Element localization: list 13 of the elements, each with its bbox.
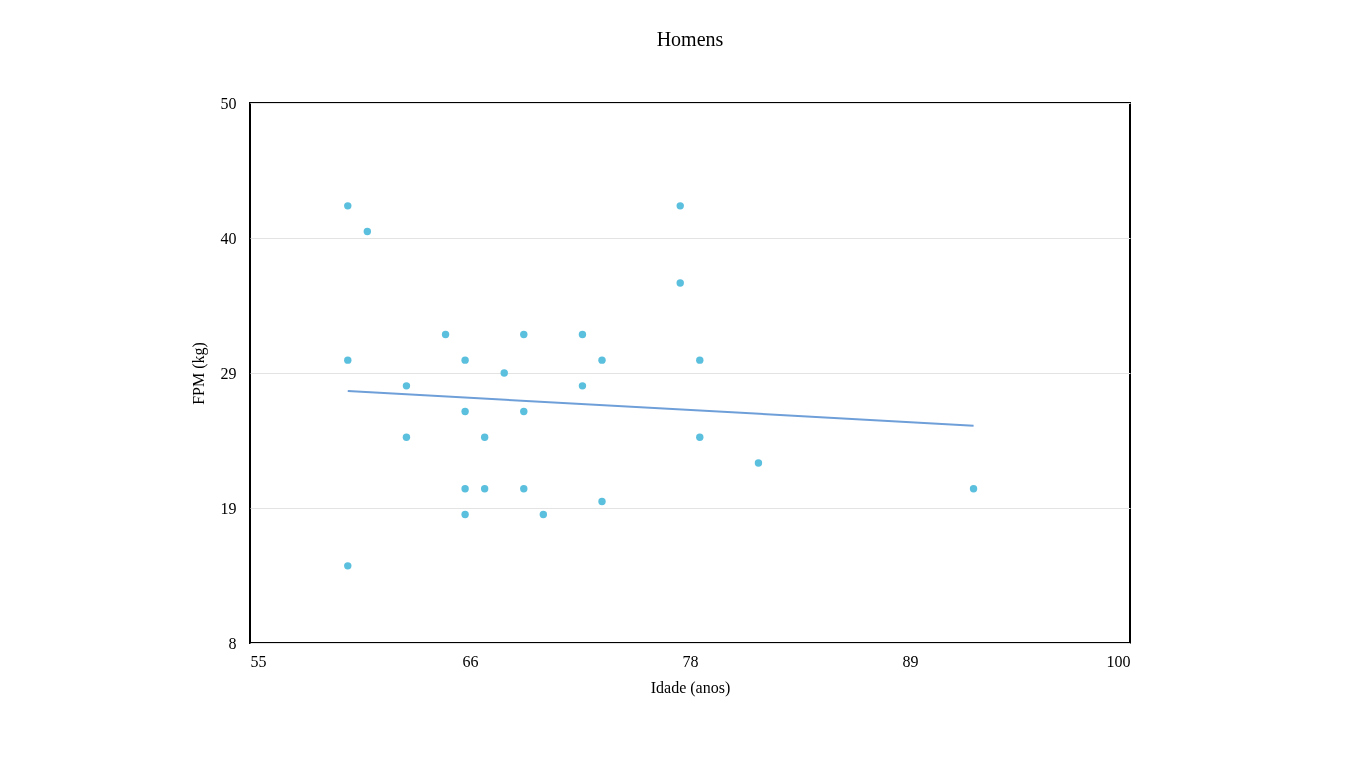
x-axis-title: Idade (anos)	[650, 678, 731, 697]
y-tick-label: 8	[228, 634, 237, 652]
x-tick-label: 78	[682, 652, 699, 670]
x-tick-label: 100	[1106, 652, 1131, 670]
y-tick-label: 19	[220, 499, 237, 517]
chart-title: Homens	[656, 28, 724, 50]
y-tick-label: 40	[220, 229, 237, 247]
y-tick-label: 50	[220, 94, 237, 112]
y-tick-label: 29	[220, 364, 237, 382]
x-tick-label: 89	[902, 652, 919, 670]
x-tick-label: 55	[250, 652, 267, 670]
y-axis-title: FPM (kg)	[189, 342, 208, 405]
x-tick-label: 66	[462, 652, 479, 670]
